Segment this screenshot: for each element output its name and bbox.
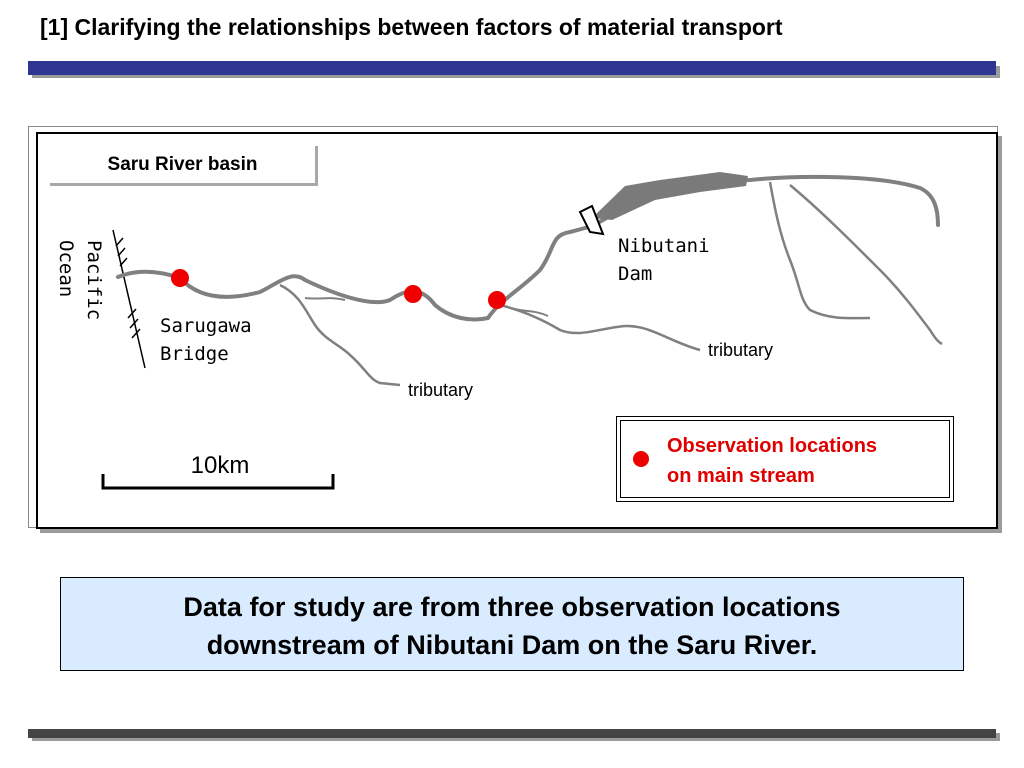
observation-point-icon bbox=[171, 269, 189, 287]
legend: Observation locations on main stream bbox=[616, 416, 954, 502]
caption-box: Data for study are from three observatio… bbox=[60, 577, 964, 671]
legend-line1: Observation locations bbox=[667, 435, 878, 457]
tributary-label-west: tributary bbox=[408, 380, 474, 400]
scale-label: 10km bbox=[190, 452, 250, 479]
main-river bbox=[116, 174, 940, 322]
observation-point-icon bbox=[633, 451, 649, 467]
dam-icon bbox=[578, 204, 605, 236]
footer-bar bbox=[28, 729, 996, 738]
title-bar bbox=[28, 61, 996, 75]
tributary-upper-1 bbox=[768, 181, 871, 320]
basin-label: Saru River basin bbox=[50, 146, 318, 186]
legend-text: Observation locations on main stream bbox=[667, 431, 877, 491]
observation-point-icon bbox=[404, 285, 422, 303]
bridge-label-line1: Sarugawa bbox=[160, 315, 252, 337]
tributary-west-branch bbox=[304, 297, 346, 301]
bridge-label-line2: Bridge bbox=[160, 343, 229, 365]
tributary-east-branch bbox=[509, 307, 549, 317]
bridge-label: Sarugawa Bridge bbox=[160, 312, 252, 368]
ocean-label: Pacific Ocean bbox=[55, 240, 105, 321]
reservoir bbox=[592, 172, 748, 220]
observation-point-icon bbox=[488, 291, 506, 309]
observation-points bbox=[171, 269, 506, 309]
dam-label-line2: Dam bbox=[618, 263, 653, 285]
coastline-hatch-icon bbox=[112, 229, 146, 369]
legend-line2: on main stream bbox=[667, 465, 815, 487]
dam-label-line1: Nibutani bbox=[618, 235, 710, 257]
tributary-east bbox=[499, 303, 701, 352]
scale-bar-icon bbox=[101, 474, 335, 490]
page-title: [1] Clarifying the relationships between… bbox=[40, 14, 783, 40]
caption-line1: Data for study are from three observatio… bbox=[183, 592, 841, 622]
tributary-label-east: tributary bbox=[708, 340, 774, 360]
tributary-upper-2 bbox=[789, 184, 943, 346]
caption-line2: downstream of Nibutani Dam on the Saru R… bbox=[206, 630, 818, 660]
tributary-west bbox=[279, 283, 401, 387]
dam-label: Nibutani Dam bbox=[618, 232, 710, 288]
legend-inner bbox=[620, 420, 950, 498]
